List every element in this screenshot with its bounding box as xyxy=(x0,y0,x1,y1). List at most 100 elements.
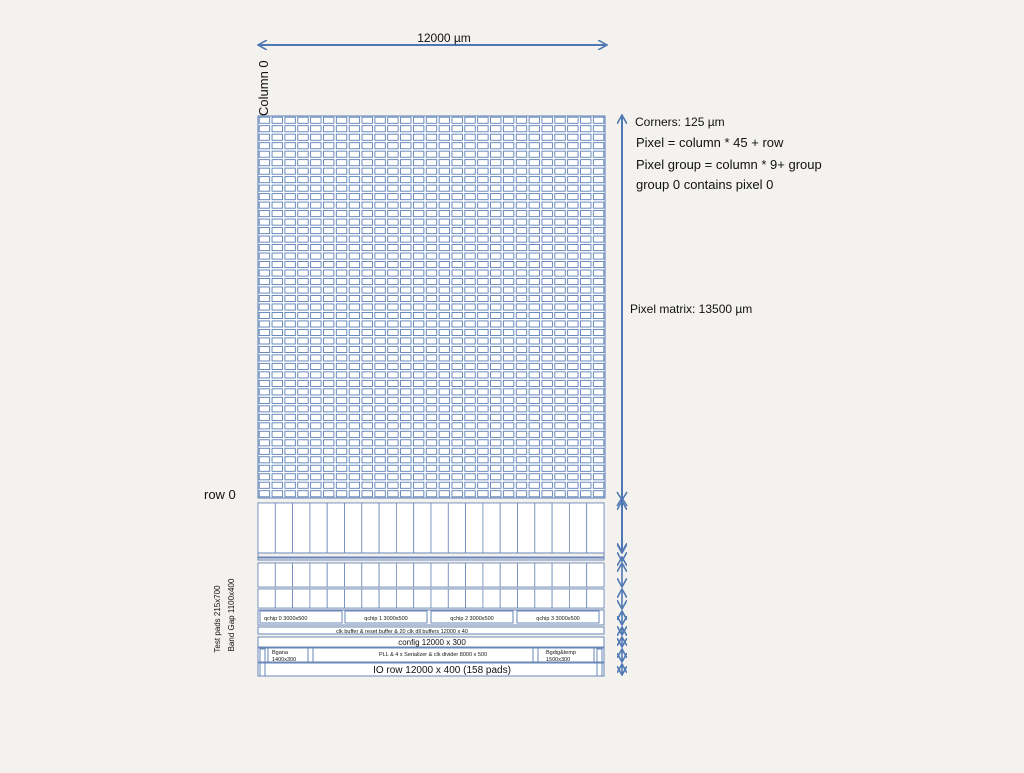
pixel-cell xyxy=(567,388,579,396)
pixel-cell xyxy=(284,125,296,133)
pixel-cell xyxy=(502,210,515,218)
pixel-cell xyxy=(361,320,373,328)
pixel-cell xyxy=(464,388,476,396)
pixel-cell xyxy=(580,269,592,277)
pixel-cell xyxy=(348,150,361,158)
pixel-cell xyxy=(490,354,502,362)
pixel-cell xyxy=(400,133,412,141)
pixel-cell xyxy=(425,328,438,336)
pixel-cell xyxy=(258,303,271,311)
pixel-cell xyxy=(271,286,283,294)
pixel-cell xyxy=(271,439,283,447)
pixel-cell xyxy=(528,430,540,438)
pixel-cell xyxy=(310,295,322,303)
pixel-cell xyxy=(541,456,553,464)
pixel-cell xyxy=(297,261,309,269)
pixel-cell xyxy=(580,295,592,303)
pixel-cell xyxy=(502,439,515,447)
pixel-cell xyxy=(567,176,579,184)
pixel-cell xyxy=(361,430,373,438)
pixel-cell xyxy=(438,311,451,319)
pixel-cell xyxy=(335,447,348,455)
pixel-cell xyxy=(451,201,463,209)
pixel-cell xyxy=(477,320,489,328)
pixel-cell xyxy=(528,116,540,124)
pixel-cell xyxy=(592,362,605,370)
pixel-cell xyxy=(477,328,489,336)
pixel-cell xyxy=(567,184,579,192)
lower-column-block-cell xyxy=(257,588,276,609)
pixel-cell xyxy=(374,227,386,235)
pixel-cell xyxy=(592,473,605,481)
pixel-cell xyxy=(361,311,373,319)
pixel-cell xyxy=(387,227,399,235)
pixel-cell xyxy=(425,371,438,379)
pixel-cell xyxy=(490,159,502,167)
pixel-cell xyxy=(258,447,271,455)
pixel-cell xyxy=(477,286,489,294)
pixel-cell xyxy=(515,295,528,303)
pixel-cell xyxy=(438,413,451,421)
pixel-cell xyxy=(284,159,296,167)
pixel-cell xyxy=(310,244,322,252)
pixel-cell xyxy=(271,142,283,150)
pixel-cell xyxy=(258,388,271,396)
pixel-cell xyxy=(567,328,579,336)
pixel-cell xyxy=(412,244,425,252)
pixel-cell xyxy=(374,167,386,175)
pixel-cell xyxy=(528,413,540,421)
pixel-cell xyxy=(374,244,386,252)
pixel-cell xyxy=(297,227,309,235)
pixel-cell xyxy=(310,303,322,311)
pixel-cell xyxy=(323,218,335,226)
pixel-cell xyxy=(490,167,502,175)
middle-column-block-cell xyxy=(413,562,432,588)
pixel-cell xyxy=(258,396,271,404)
pixel-cell xyxy=(348,473,361,481)
pixel-cell xyxy=(387,439,399,447)
pixel-cell xyxy=(361,278,373,286)
pixel-cell xyxy=(528,345,540,353)
pixel-cell xyxy=(425,379,438,387)
pixel-cell xyxy=(297,473,309,481)
pixel-cell xyxy=(361,167,373,175)
pixel-cell xyxy=(310,413,322,421)
pixel-cell xyxy=(387,422,399,430)
pixel-cell xyxy=(412,464,425,472)
pixel-cell xyxy=(592,261,605,269)
pixel-cell xyxy=(515,490,528,498)
pixel-cell xyxy=(297,371,309,379)
pixel-cell xyxy=(528,261,540,269)
pixel-cell xyxy=(554,252,566,260)
pixel-cell xyxy=(541,227,553,235)
pixel-cell xyxy=(567,447,579,455)
pixel-cell xyxy=(541,328,553,336)
corners-note: Corners: 125 µm xyxy=(635,115,725,129)
pixel-cell xyxy=(297,439,309,447)
pixel-cell xyxy=(335,456,348,464)
pixel-cell xyxy=(335,295,348,303)
pixel-cell xyxy=(400,201,412,209)
pixel-cell xyxy=(580,490,592,498)
pixel-cell xyxy=(451,362,463,370)
pixel-cell xyxy=(451,439,463,447)
pixel-cell xyxy=(592,201,605,209)
row-zero-label: row 0 xyxy=(204,487,236,502)
pixel-cell xyxy=(451,371,463,379)
pixel-cell xyxy=(374,422,386,430)
pixel-cell xyxy=(284,422,296,430)
pixel-cell xyxy=(271,430,283,438)
pixel-cell xyxy=(567,396,579,404)
pixel-cell xyxy=(297,244,309,252)
pixel-cell xyxy=(297,413,309,421)
pixel-cell xyxy=(400,337,412,345)
pixel-cell xyxy=(425,447,438,455)
pixel-cell xyxy=(515,303,528,311)
pixel-cell xyxy=(425,142,438,150)
pixel-cell xyxy=(323,150,335,158)
pixel-cell xyxy=(541,142,553,150)
pixel-cell xyxy=(361,481,373,489)
pixel-cell xyxy=(412,269,425,277)
pixel-cell xyxy=(515,439,528,447)
pixel-cell xyxy=(425,218,438,226)
